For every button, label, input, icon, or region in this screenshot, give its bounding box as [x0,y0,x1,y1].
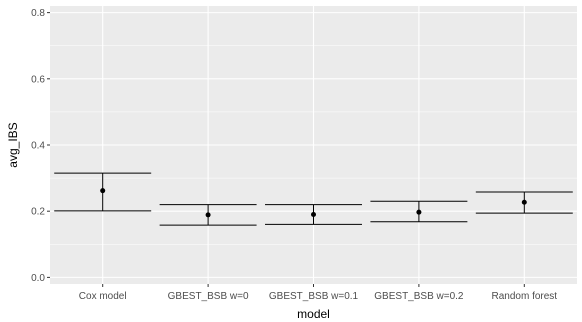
error-bars [54,172,573,226]
y-tick-label: 0.0 [31,273,45,284]
x-axis-ticks: Cox model GBEST_BSB w=0 GBEST_BSB w=0.1 GBE… [79,284,558,302]
x-tick-label: Cox model [79,291,127,302]
y-tick-label: 0.2 [31,207,45,218]
y-axis-title: avg_IBS [6,122,20,167]
data-point [311,212,316,217]
data-point [416,209,422,215]
data-point [205,212,211,218]
x-tick-label: Random forest [492,291,558,302]
grid-lines [50,6,577,284]
y-axis-ticks: 0.0 0.2 0.4 0.6 0.8 [31,8,50,284]
x-tick-label: GBEST_BSB w=0 [168,291,249,302]
x-tick-label: GBEST_BSB w=0.2 [374,291,464,302]
y-tick-label: 0.8 [31,8,45,19]
x-tick-label: GBEST_BSB w=0.1 [269,291,359,302]
data-point [521,199,527,205]
x-axis-title: model [297,307,330,321]
data-point [100,188,106,194]
y-tick-label: 0.4 [31,141,45,152]
y-tick-label: 0.6 [31,74,45,85]
